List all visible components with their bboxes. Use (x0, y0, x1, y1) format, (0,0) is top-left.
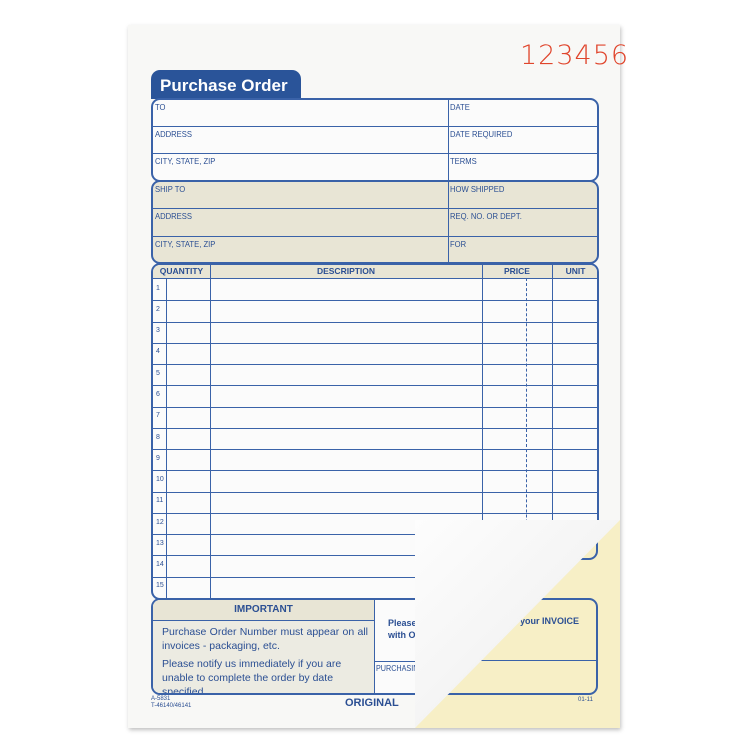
row-number: 15 (156, 582, 164, 590)
important-note-1: Purchase Order Number must appear on all… (162, 626, 368, 652)
table-row-line (153, 385, 597, 387)
invoice-text: your INVOICE (520, 616, 580, 626)
table-row-line (153, 576, 597, 578)
table-row-line (153, 449, 597, 451)
row-number: 9 (156, 454, 160, 462)
table-row-line (153, 555, 597, 557)
row-number: 2 (156, 305, 160, 313)
important-note-2: Please notify us immediately if you are … (162, 658, 342, 695)
row-number: 6 (156, 390, 160, 398)
to-label: TO (155, 102, 166, 112)
row-number: 5 (156, 369, 160, 377)
table-row-line (153, 364, 597, 366)
date-label: DATE (450, 102, 470, 112)
please-text: Please s (388, 618, 425, 628)
table-row-line (153, 342, 597, 344)
price-header: PRICE (504, 266, 530, 276)
purchasing-label: PURCHASING (376, 664, 425, 673)
with-text: with OR (388, 630, 422, 640)
row-number: 14 (156, 561, 164, 569)
city-label: CITY, STATE, ZIP (155, 156, 216, 166)
row-number: 10 (156, 476, 164, 484)
ship-section: SHIP TO ADDRESS CITY, STATE, ZIP HOW SHI… (151, 180, 599, 264)
row-number: 11 (156, 497, 164, 505)
form-code: A-5831 (151, 696, 171, 702)
table-row-line (153, 427, 597, 429)
table-row-line (153, 300, 597, 302)
form-number: 123456 (520, 40, 630, 71)
form-code-2: T-46140/46141 (151, 703, 192, 709)
quantity-header: QUANTITY (159, 266, 204, 276)
for-label: FOR (450, 239, 467, 249)
row-number: 3 (156, 327, 160, 335)
description-header: DESCRIPTION (316, 266, 376, 276)
req-label: REQ. NO. OR DEPT. (450, 211, 522, 221)
table-row-line (153, 491, 597, 493)
ship-to-label: SHIP TO (155, 184, 186, 194)
row-number: 12 (156, 518, 164, 526)
how-shipped-label: HOW SHIPPED (450, 184, 505, 194)
ship-city-label: CITY, STATE, ZIP (155, 239, 216, 249)
revision-date: 01-11 (578, 697, 593, 703)
terms-label: TERMS (450, 156, 477, 166)
table-row-line (153, 512, 597, 514)
table-row-line (153, 534, 597, 536)
important-title: IMPORTANT (234, 604, 293, 615)
row-number: 1 (156, 284, 160, 292)
table-row-line (153, 406, 597, 408)
page-title: Purchase Order (151, 70, 301, 99)
date-required-label: DATE REQUIRED (450, 129, 513, 139)
table-row-line (153, 470, 597, 472)
ship-address-label: ADDRESS (155, 211, 192, 221)
row-number: 7 (156, 412, 160, 420)
row-number: 8 (156, 433, 160, 441)
copy-label: ORIGINAL (345, 697, 399, 709)
address-label: ADDRESS (155, 129, 192, 139)
row-number: 4 (156, 348, 160, 356)
vendor-section: TO ADDRESS CITY, STATE, ZIP DATE DATE RE… (151, 98, 599, 182)
unit-header: UNIT (565, 266, 586, 276)
row-number: 13 (156, 539, 164, 547)
table-row-line (153, 321, 597, 323)
